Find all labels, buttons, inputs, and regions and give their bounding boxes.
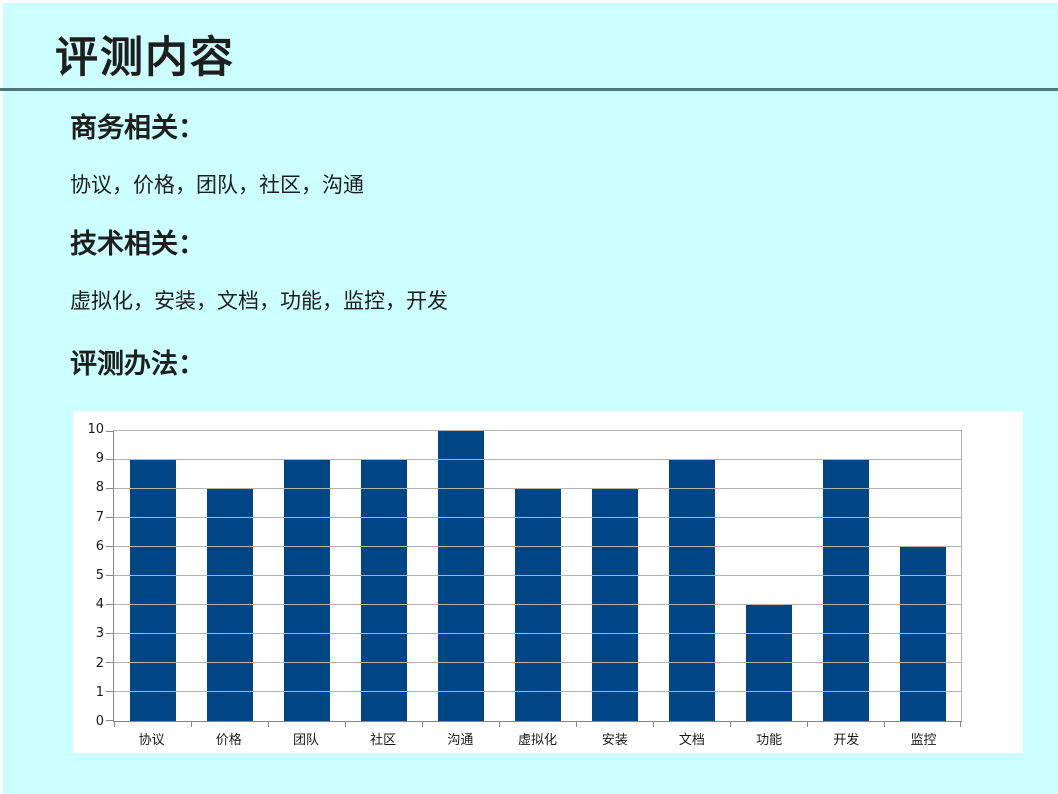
section-heading-business: 商务相关： <box>70 113 205 144</box>
y-axis-tick <box>106 691 113 692</box>
x-axis-category-label: 虚拟化 <box>518 733 558 748</box>
y-axis-tick-label: 2 <box>95 655 104 671</box>
y-axis-tick <box>106 546 113 547</box>
y-axis-tick <box>106 459 113 460</box>
bars-row <box>114 431 961 721</box>
y-axis-tick <box>106 604 113 605</box>
x-axis-category-label: 功能 <box>756 733 783 748</box>
x-axis-tick <box>268 722 269 727</box>
x-axis-category-label: 价格 <box>215 733 242 748</box>
y-axis-tick <box>106 431 113 432</box>
bar-slot-团队 <box>268 431 345 721</box>
bar <box>745 605 792 721</box>
bar-slot-虚拟化 <box>499 431 576 721</box>
bar-slot-安装 <box>576 431 653 721</box>
y-axis-tick-label: 9 <box>95 451 104 467</box>
y-axis-tick <box>106 662 113 663</box>
gridline <box>114 459 961 460</box>
gridline <box>114 604 961 605</box>
x-axis-category-label: 协议 <box>138 733 165 748</box>
y-axis-tick <box>106 720 113 721</box>
bar <box>360 460 407 721</box>
gridline <box>114 517 961 518</box>
bar <box>283 460 330 721</box>
bar <box>668 460 715 721</box>
y-axis-tick-label: 6 <box>95 538 104 554</box>
bar-slot-价格 <box>191 431 268 721</box>
bar <box>822 460 869 721</box>
x-axis-tick <box>191 722 192 727</box>
x-axis-category-label: 团队 <box>292 733 319 748</box>
y-axis-tick-label: 7 <box>95 509 104 525</box>
y-axis-tick-label: 1 <box>95 684 104 700</box>
title-divider-line <box>0 88 1058 91</box>
x-axis-category-label: 安装 <box>601 733 628 748</box>
bar-slot-监控 <box>884 431 961 721</box>
section-body-business: 协议，价格，团队，社区，沟通 <box>70 173 364 197</box>
y-axis-labels: 0 1 2 3 4 5 6 7 8 9 10 <box>73 422 106 729</box>
bar <box>437 431 484 721</box>
y-axis-tick-label: 0 <box>95 714 104 729</box>
bar <box>899 547 946 721</box>
bar-slot-开发 <box>807 431 884 721</box>
x-axis-tick <box>960 722 961 727</box>
x-axis-category-label: 社区 <box>370 733 397 748</box>
x-axis-category-label: 沟通 <box>447 733 474 748</box>
bar <box>591 489 638 721</box>
y-axis-tick <box>106 517 113 518</box>
y-axis-tick <box>106 575 113 576</box>
x-axis-tick <box>345 722 346 727</box>
x-axis-category-label: 开发 <box>833 733 860 748</box>
x-axis-tick <box>114 722 115 727</box>
gridline <box>114 691 961 692</box>
x-axis-tick <box>884 722 885 727</box>
page-title: 评测内容 <box>55 33 235 83</box>
x-axis-labels: 协议 价格 团队 社区 沟通 虚拟化 安装 文档 功能 开发 监控 <box>113 729 962 748</box>
x-axis-tick <box>422 722 423 727</box>
section-body-technical: 虚拟化，安装，文档，功能，监控，开发 <box>70 289 448 313</box>
section-heading-technical: 技术相关： <box>70 229 205 260</box>
gridline <box>114 488 961 489</box>
x-axis-category-label: 监控 <box>910 733 937 748</box>
bar <box>129 460 176 721</box>
bar-slot-协议 <box>114 431 191 721</box>
bar-slot-社区 <box>345 431 422 721</box>
y-axis-tick <box>106 633 113 634</box>
bar <box>514 489 561 721</box>
y-axis-tick-label: 10 <box>87 422 104 437</box>
gridline <box>114 546 961 547</box>
y-axis-tick-label: 5 <box>95 568 104 583</box>
bar <box>206 489 253 721</box>
x-axis-tick <box>807 722 808 727</box>
gridline <box>114 575 961 576</box>
x-axis-tick <box>576 722 577 727</box>
evaluation-bar-chart: 0 1 2 3 4 5 6 7 8 9 10 协议 价格 团队 社区 沟通 虚拟化 安装 文档 功能 开发 监控 <box>73 411 1023 753</box>
y-axis-tick-label: 4 <box>95 597 104 613</box>
bar-slot-文档 <box>653 431 730 721</box>
gridline <box>114 633 961 634</box>
x-axis-tick <box>499 722 500 727</box>
bar-slot-功能 <box>730 431 807 721</box>
bar-slot-沟通 <box>422 431 499 721</box>
y-axis-tick-label: 3 <box>95 626 104 642</box>
section-heading-method: 评测办法： <box>70 349 205 380</box>
y-axis-tick-label: 8 <box>95 480 104 496</box>
gridline <box>114 662 961 663</box>
slide-background: 评测内容 商务相关： 协议，价格，团队，社区，沟通 技术相关： 虚拟化，安装，文… <box>0 3 1058 794</box>
chart-plot <box>106 430 962 727</box>
x-axis-tick <box>730 722 731 727</box>
y-axis-tick <box>106 488 113 489</box>
x-axis-tick <box>653 722 654 727</box>
x-axis-category-label: 文档 <box>678 733 705 748</box>
